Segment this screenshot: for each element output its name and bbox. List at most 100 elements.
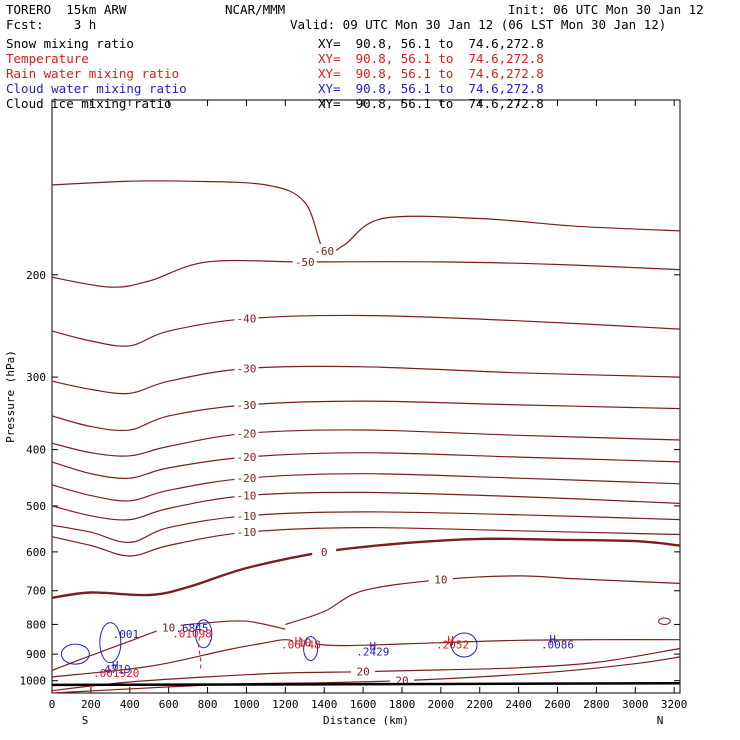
isotherm-label-bg [351,664,376,677]
isotherm-label-bg [389,673,414,686]
x-tick-label: 1800 [389,698,416,711]
isotherm-line [51,259,681,288]
isotherm-line [285,575,681,625]
legend-rain-xy: XY= 90.8, 56.1 to 74.6,272.8 [318,66,544,81]
isotherm-label: -60 [314,245,334,258]
isotherm-label: -10 [236,510,256,523]
isotherm-label: 20 [395,675,408,688]
point-label: .2052 [436,638,469,651]
ground-line [51,681,681,687]
isotherm-label-bg [234,525,259,538]
point-label: .4719 [98,663,131,676]
x-tick-label: 200 [81,698,101,711]
y-tick-label: 600 [26,546,46,559]
isotherm-line [51,452,681,480]
isotherm-label: 20 [356,666,369,679]
isotherm-line [51,473,681,502]
x-tick-label: 2600 [544,698,571,711]
model-title: TORERO 15km ARW [6,2,127,17]
y-tick-label: 1000 [20,675,47,688]
y-tick-label: 300 [26,371,46,384]
point-label: .0086 [541,638,574,651]
point-label: .001 [113,628,140,641]
isotherm-line [51,314,681,347]
isotherm-label: -10 [236,526,256,539]
isotherm-label-bg [234,508,259,521]
x-axis-label: Distance (km) [323,714,409,727]
isotherm-label: -30 [236,363,256,376]
plot-frame [51,99,681,694]
x-end-label-south: S [82,714,89,727]
forecast-hour: Fcst: 3 h [6,17,97,32]
point-label: .01098 [172,627,212,640]
isotherm-label-bg [428,572,453,585]
valid-time: Valid: 09 UTC Mon 30 Jan 12 (06 LST Mon … [290,17,667,32]
isotherm-label: -10 [236,490,256,503]
point-label: H [549,633,556,646]
x-tick-label: 0 [49,698,56,711]
x-tick-label: 800 [198,698,218,711]
isotherm-label-bg [234,450,259,463]
point-label: .2429 [356,646,389,659]
point-label: H [369,640,376,653]
x-tick-label: 2200 [466,698,493,711]
isotherm-label: -20 [236,427,256,440]
cloud-water-contour [60,643,90,665]
x-tick-label: 600 [159,698,179,711]
legend-snow-label: Snow mixing ratio [6,36,134,51]
isotherm-label: -50 [295,256,315,269]
cloud-water-contour [303,635,319,661]
x-tick-label: 1400 [311,698,338,711]
point-label: .001920 [93,667,139,680]
x-end-label-north: N [657,714,664,727]
isotherm-label-bg [312,544,337,557]
point-label: H [447,634,454,647]
x-tick-label: 3000 [622,698,649,711]
legend-temperature-label: Temperature [6,51,89,66]
isotherm-label-bg [234,488,259,501]
y-tick-label: 400 [26,444,46,457]
legend-cloudwater-label: Cloud water mixing ratio [6,81,187,96]
isotherm-label-bg [234,311,259,324]
x-tick-label: 2400 [505,698,532,711]
legend-temperature-xy: XY= 90.8, 56.1 to 74.6,272.8 [318,51,544,66]
cloud-water-contour [99,622,122,664]
init-time: Init: 06 UTC Mon 30 Jan 12 [508,2,704,17]
cloud-water-contour [450,632,478,658]
legend-cloudwater-xy: XY= 90.8, 56.1 to 74.6,272.8 [318,81,544,96]
isotherm-label: -20 [236,451,256,464]
point-label: H [295,635,302,648]
isotherm-line [51,365,681,395]
isotherm-label: 0 [321,546,328,559]
x-tick-label: 1200 [272,698,299,711]
isotherm-label: -40 [236,313,256,326]
isotherm-label-bg [234,471,259,484]
x-tick-label: 1600 [350,698,377,711]
point-label: .6845 [175,622,208,635]
isotherm-line [51,180,681,255]
y-tick-label: 800 [26,618,46,631]
point-label: H [112,659,119,672]
rain-contour [198,636,202,671]
isotherm-label-bg [292,254,317,267]
isotherm-label: -20 [236,472,256,485]
isotherm-label: 10 [434,574,447,587]
isotherm-line [51,400,681,432]
y-tick-label: 500 [26,500,46,513]
center-title: NCAR/MMM [225,2,286,17]
isotherm-label-bg [234,397,259,410]
legend-rain-label: Rain water mixing ratio [6,66,180,81]
y-axis-label: Pressure (hPa) [4,350,17,443]
legend-snow-xy: XY= 90.8, 56.1 to 74.6,272.8 [318,36,544,51]
isotherm-label: -30 [236,399,256,412]
isotherm-line [51,537,681,599]
y-tick-label: 700 [26,585,46,598]
x-tick-label: 2800 [583,698,610,711]
point-label: .06748 [281,638,321,651]
isotherm-label-bg [312,244,337,257]
x-tick-label: 2000 [428,698,455,711]
y-tick-label: 200 [26,269,46,282]
x-tick-label: 400 [120,698,140,711]
x-tick-label: 1000 [233,698,260,711]
